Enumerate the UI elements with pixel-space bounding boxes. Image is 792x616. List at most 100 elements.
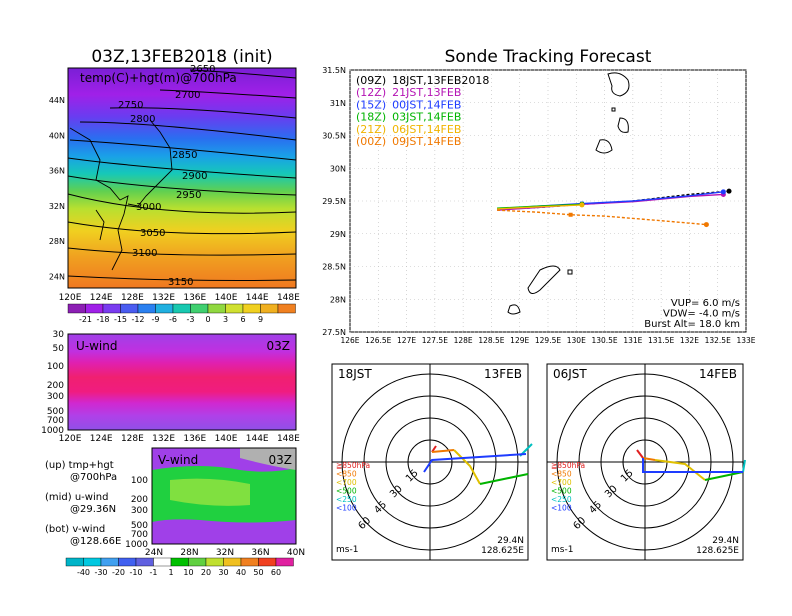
- sonde-tracks: [497, 188, 732, 228]
- polar-level-label: <700: [336, 478, 357, 487]
- track-legend-time-z: (00Z): [356, 135, 386, 148]
- temp-colorbar-label: 9: [258, 315, 263, 324]
- contour-label: 2850: [172, 150, 197, 161]
- legend-mid: (mid) u-wind: [45, 492, 108, 503]
- hodograph-segment: [453, 449, 481, 485]
- legend-mid-level: @29.36N: [70, 504, 116, 515]
- track-legend-time-jst: 21JST,13FEB: [392, 86, 461, 99]
- u-lon-labels: 120E 124E 128E 132E 136E 140E 144E 148E: [59, 434, 301, 444]
- track-lon-label: 131E: [623, 336, 642, 345]
- wind-colorbar-label: 40: [236, 568, 246, 577]
- v-pressure-label: 1000: [125, 540, 148, 550]
- track-lon-label: 126E: [340, 336, 359, 345]
- temp-colorbar-label: 0: [205, 315, 210, 324]
- track-lat-label: 31.5N: [322, 66, 346, 75]
- map-lon-label: 124E: [90, 293, 113, 303]
- u-pressure-label: 50: [53, 344, 65, 354]
- track-legend-entry: (00Z) 09JST,14FEB: [356, 135, 461, 148]
- track-lon-label: 129.5E: [535, 336, 561, 345]
- track-frame: [349, 69, 747, 333]
- polar-lat: 29.4N: [497, 536, 524, 546]
- temp-colorbar-swatch: [190, 303, 209, 314]
- wind-colorbar-label: -10: [129, 568, 142, 577]
- contour-label: 3000: [136, 202, 161, 213]
- polar-level-label: <100: [336, 504, 357, 513]
- wind-colorbar-swatch: [65, 557, 84, 567]
- polar-level-label: ≧850hPa: [336, 461, 370, 470]
- polar-lon: 128.625E: [481, 546, 524, 556]
- map-lat-label: 28N: [49, 237, 65, 246]
- temp-colorbar-swatch: [260, 303, 279, 314]
- track-legend-time-z: (21Z): [356, 123, 386, 136]
- track-title: Sonde Tracking Forecast: [445, 47, 652, 67]
- u-lon-label: 148E: [277, 434, 300, 444]
- wind-colorbar-swatch: [135, 557, 154, 567]
- track-legend-time-z: (09Z): [356, 74, 386, 87]
- legend-bot-level: @128.66E: [70, 536, 121, 547]
- wind-colorbar-label: -20: [112, 568, 125, 577]
- v-lat-label: 28N: [180, 548, 198, 558]
- contour-label: 2650: [190, 64, 215, 75]
- track-lon-label: 127.5E: [422, 336, 448, 345]
- map-lon-label: 148E: [277, 293, 300, 303]
- v-pressure-label: 100: [131, 476, 148, 486]
- track-legend: (09Z) 18JST,13FEB2018(12Z) 21JST,13FEB(15Z…: [356, 74, 489, 148]
- temp-colorbar-swatch: [67, 303, 86, 314]
- track-endpoint: [726, 188, 732, 194]
- hodograph-segment: [423, 453, 527, 473]
- coastlines: [69, 119, 173, 271]
- contour-labels: 2650 2700 2750 2800 2850 2900 2950 3000 3050 3100…: [118, 64, 215, 288]
- v-lat-label: 32N: [216, 548, 234, 558]
- u-lon-label: 120E: [59, 434, 82, 444]
- map-lon-label: 136E: [183, 293, 206, 303]
- map-lon-label: 128E: [121, 293, 144, 303]
- track-marker: [568, 212, 573, 217]
- wind-colorbar-swatch: [275, 557, 294, 567]
- temp-colorbar-swatch: [207, 303, 226, 314]
- v-pressure-label: 500: [131, 521, 148, 531]
- v-lat-labels: 24N 28N 32N 36N 40N: [145, 548, 305, 558]
- temp-colorbar-label: -18: [96, 315, 109, 324]
- polar-level-label: <250: [551, 495, 572, 504]
- u-pressure-label: 200: [47, 381, 64, 391]
- temperature-colorbar: -21 -18 -15 -12 -9 -6 -3 0 3 6 9: [67, 303, 296, 324]
- map-field-label: temp(C)+hgt(m)@700hPa: [80, 71, 237, 85]
- track-panel: Sonde Tracking Forecast (09Z) 18JST,13FEB…: [322, 47, 756, 345]
- wind-colorbar-swatch: [170, 557, 189, 567]
- v-wind-frame: [151, 447, 297, 545]
- temp-colorbar-label: -9: [152, 315, 160, 324]
- u-pressure-label: 300: [47, 392, 64, 402]
- wind-colorbar-swatch: [188, 557, 207, 567]
- temp-colorbar-swatch: [102, 303, 121, 314]
- map-lon-label: 132E: [152, 293, 175, 303]
- launch-parameter: VDW= -4.0 m/s: [663, 309, 740, 320]
- track-lat-label: 27.5N: [322, 328, 346, 337]
- contour-label: 2700: [175, 90, 200, 101]
- hodograph-segment: [742, 459, 746, 473]
- u-pressure-label: 100: [47, 362, 64, 372]
- map-lat-label: 36N: [49, 167, 65, 176]
- v-lat-label: 40N: [287, 548, 305, 558]
- track-lon-label: 128E: [454, 336, 473, 345]
- polar-level-label: <700: [551, 478, 572, 487]
- v-pressure-label: 300: [131, 506, 148, 516]
- track-legend-time-jst: 00JST,14FEB: [392, 98, 461, 111]
- track-lon-labels: 126E 126.5E 127E 127.5E 128E 128.5E 129E 129.5E…: [340, 336, 755, 345]
- temp-colorbar-swatch: [277, 303, 296, 314]
- v-wind-core: [170, 478, 250, 506]
- u-lon-label: 140E: [215, 434, 238, 444]
- u-pressure-label: 1000: [41, 426, 64, 436]
- polar-level-label: <850: [336, 470, 357, 479]
- wind-colorbar-label: -30: [94, 568, 107, 577]
- temp-colorbar-label: 6: [240, 315, 245, 324]
- polar-date: 13FEB: [484, 367, 522, 381]
- contour-label: 2750: [118, 100, 143, 111]
- u-wind-label: U-wind: [76, 339, 117, 353]
- wind-colorbar-swatch: [240, 557, 259, 567]
- contour-label: 2800: [130, 114, 155, 125]
- u-wind-field: [68, 334, 296, 430]
- track-legend-entry: (09Z) 18JST,13FEB2018: [356, 74, 489, 87]
- u-wind-time: 03Z: [267, 339, 291, 353]
